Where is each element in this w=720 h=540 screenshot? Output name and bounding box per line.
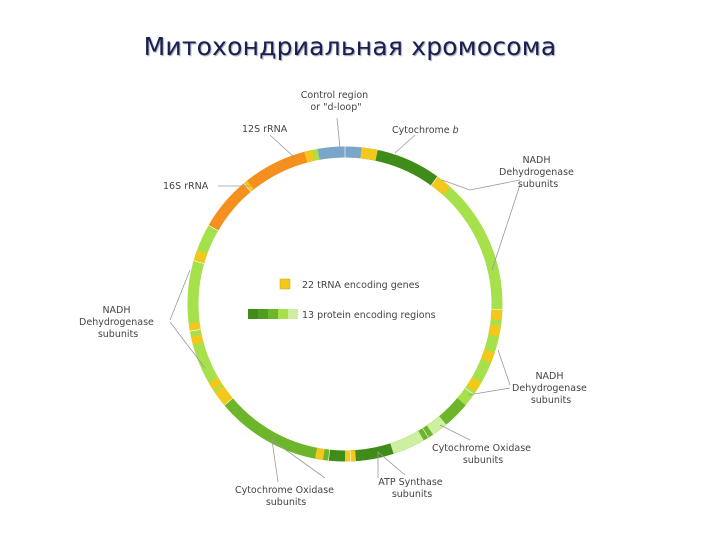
rrna-12s-label: 12S rRNA: [242, 124, 288, 135]
trna-segment: [193, 250, 208, 264]
segment-separator: [189, 329, 201, 332]
chromosome-ring: [187, 146, 503, 462]
trna-segment: [314, 447, 325, 460]
nadh-segment: [422, 398, 466, 438]
trna-segment: [360, 147, 378, 161]
page-title: Митохондриальная хромосома: [143, 32, 557, 61]
segment-separator: [464, 387, 475, 395]
cytochrome-oxidase-bottom-label: Cytochrome Oxidase subunits: [235, 485, 337, 508]
cytochrome-oxidase-segment: [271, 433, 330, 461]
segment-separator: [422, 428, 429, 438]
segment-separator: [243, 183, 252, 192]
trna-segment: [188, 321, 201, 332]
control-region-label: Control region or "d-loop": [301, 90, 371, 113]
legend-protein-label: 13 protein encoding regions: [302, 310, 436, 321]
rrna-16s-label: 16S rRNA: [163, 181, 209, 192]
trna-segment: [214, 385, 233, 406]
trna-segment: [347, 450, 356, 462]
legend-trna-label: 22 tRNA encoding genes: [302, 280, 419, 291]
atp-synthase-segment: [426, 416, 447, 435]
legend-protein-swatch: [248, 309, 298, 319]
cytochrome-b-segment: [375, 149, 438, 186]
trna-segment: [480, 349, 495, 364]
protein-segment: [350, 443, 394, 462]
nadh-top-right-label: NADH Dehydrogenase subunits: [499, 155, 577, 190]
atp-synthase-label: ATP Synthase subunits: [378, 477, 445, 500]
cytochrome-oxidase-right-label: Cytochrome Oxidase subunits: [432, 443, 534, 466]
protein-segment: [328, 449, 345, 462]
segment-separator: [224, 397, 233, 406]
trna-segment: [490, 309, 503, 321]
trna-segment: [304, 149, 315, 163]
segment-separator: [208, 224, 219, 232]
segment-separator: [328, 449, 330, 461]
cytochrome-oxidase-segment: [224, 398, 277, 444]
cytochrome-b-label: Cytochrome b: [392, 125, 459, 136]
trna-segment: [466, 377, 482, 393]
trna-segment: [488, 324, 501, 337]
atp-synthase-segment: [390, 430, 424, 454]
trna-segment: [208, 377, 223, 390]
nadh-bottom-right-label: NADH Dehydrogenase subunits: [512, 371, 590, 406]
segment-separator: [430, 176, 438, 186]
segment-separator: [193, 260, 205, 264]
rrna-12s-segment: [250, 149, 315, 187]
legend-trna-swatch: [279, 278, 291, 290]
nadh-left-label: NADH Dehydrogenase subunits: [79, 305, 157, 340]
trna-segment: [431, 176, 451, 196]
legend: 22 tRNA encoding genes 13 protein encodi…: [248, 278, 436, 321]
trna-segment: [190, 334, 204, 345]
leader-lines: [169, 117, 521, 483]
